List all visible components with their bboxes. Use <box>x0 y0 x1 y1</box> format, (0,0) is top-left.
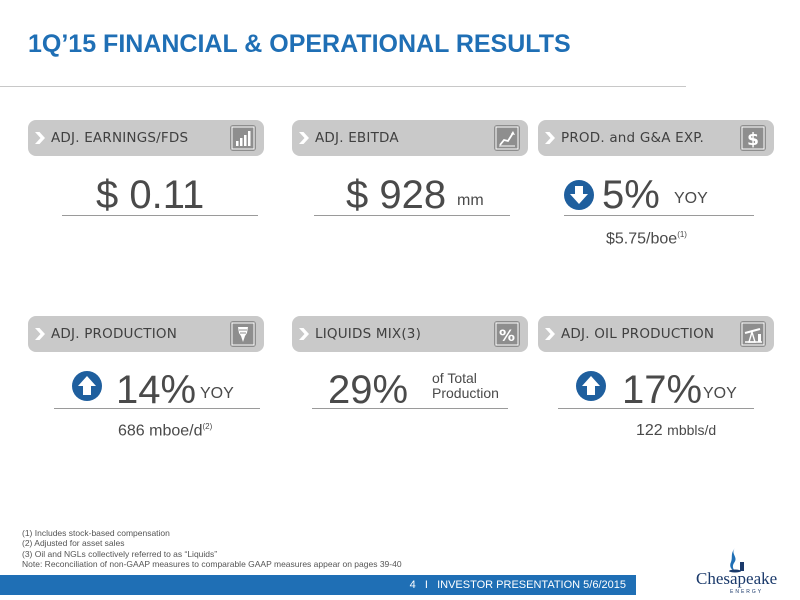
chevron-right-icon <box>545 328 555 340</box>
earnings-value: $ 0.11 <box>96 173 205 217</box>
production-sub: 686 mboe/d(2) <box>118 422 213 440</box>
card-header: ADJ. PRODUCTION <box>28 316 264 352</box>
svg-text:%: % <box>499 326 515 345</box>
production-value: 14% <box>116 368 197 412</box>
card-header: ADJ. EBITDA <box>292 120 528 156</box>
value-divider <box>54 408 260 409</box>
footer-bar: 4 I INVESTOR PRESENTATION 5/6/2015 <box>0 575 636 595</box>
footnotes: (1) Includes stock-based compensation (2… <box>22 528 402 569</box>
card-header: ADJ. EARNINGS/FDS <box>28 120 264 156</box>
chevron-right-icon <box>299 328 309 340</box>
chevron-right-icon <box>35 132 45 144</box>
card-header: ADJ. OIL PRODUCTION <box>538 316 774 352</box>
percent-icon: % <box>494 321 520 347</box>
chevron-right-icon <box>545 132 555 144</box>
value-divider <box>62 215 258 216</box>
value-divider <box>314 215 510 216</box>
oil-production-unit: YOY <box>703 385 737 402</box>
card-header: PROD. and G&A EXP. $ <box>538 120 774 156</box>
ebitda-unit: mm <box>457 192 484 209</box>
card-label: ADJ. EBITDA <box>315 130 399 146</box>
presentation-label: INVESTOR PRESENTATION 5/6/2015 <box>437 579 626 591</box>
footnote-2: (2) Adjusted for asset sales <box>22 538 125 549</box>
prod-ga-sub: $5.75/boe(1) <box>606 230 687 248</box>
card-label: ADJ. PRODUCTION <box>51 326 177 342</box>
logo-wordmark: Chesapeake <box>696 569 778 588</box>
flame-icon <box>729 548 744 573</box>
production-unit: YOY <box>200 385 234 402</box>
arrow-down-icon <box>564 180 594 210</box>
card-label: LIQUIDS MIX(3) <box>315 326 422 342</box>
card-adj-oil-production: ADJ. OIL PRODUCTION 17% YOY 122 mbbls/d <box>538 316 774 446</box>
value-divider <box>312 408 508 409</box>
footer-separator: I <box>424 579 428 591</box>
chevron-right-icon <box>35 328 45 340</box>
dollar-icon: $ <box>740 125 766 151</box>
page-title: 1Q’15 FINANCIAL & OPERATIONAL RESULTS <box>28 30 571 58</box>
prod-ga-value: 5% <box>602 173 660 217</box>
liquids-value: 29% <box>328 368 409 412</box>
card-label: PROD. and G&A EXP. <box>561 130 705 146</box>
liquids-unit: of Total Production <box>432 370 499 401</box>
company-logo: Chesapeake ENERGY <box>690 545 800 600</box>
footnote-3: (3) Oil and NGLs collectively referred t… <box>22 548 218 559</box>
arrow-up-icon <box>72 371 102 401</box>
card-prod-ga-exp: PROD. and G&A EXP. $ 5% YOY $5.75/boe(1) <box>538 120 774 260</box>
footnote-1: (1) Includes stock-based compensation <box>22 528 170 538</box>
oil-production-value: 17% <box>622 368 703 412</box>
svg-text:$: $ <box>747 130 759 150</box>
card-liquids-mix: LIQUIDS MIX(3) % 29% of Total Production <box>292 316 528 416</box>
trend-chart-icon <box>494 125 520 151</box>
title-divider <box>0 86 686 87</box>
chevron-right-icon <box>299 132 309 144</box>
logo-tagline: ENERGY <box>730 589 764 595</box>
card-header: LIQUIDS MIX(3) % <box>292 316 528 352</box>
card-label: ADJ. EARNINGS/FDS <box>51 130 189 146</box>
oil-production-sub: 122 mbbls/d <box>636 422 717 439</box>
card-adj-production: ADJ. PRODUCTION 14% YOY 686 mboe/d(2) <box>28 316 264 446</box>
prod-ga-unit: YOY <box>674 190 708 207</box>
value-divider <box>564 215 754 216</box>
footer-text: 4 I INVESTOR PRESENTATION 5/6/2015 <box>410 579 626 591</box>
card-adj-ebitda: ADJ. EBITDA $ 928 mm <box>292 120 528 220</box>
page-number: 4 <box>409 579 416 591</box>
bar-chart-icon <box>230 125 256 151</box>
arrow-up-icon <box>576 371 606 401</box>
value-divider <box>558 408 754 409</box>
drill-bit-icon <box>230 321 256 347</box>
card-label: ADJ. OIL PRODUCTION <box>561 326 715 342</box>
card-adj-earnings: ADJ. EARNINGS/FDS $ 0.11 <box>28 120 264 220</box>
pumpjack-icon <box>740 321 766 347</box>
ebitda-value: $ 928 <box>346 173 447 217</box>
footnote-note: Note: Reconciliation of non-GAAP measure… <box>22 558 402 569</box>
